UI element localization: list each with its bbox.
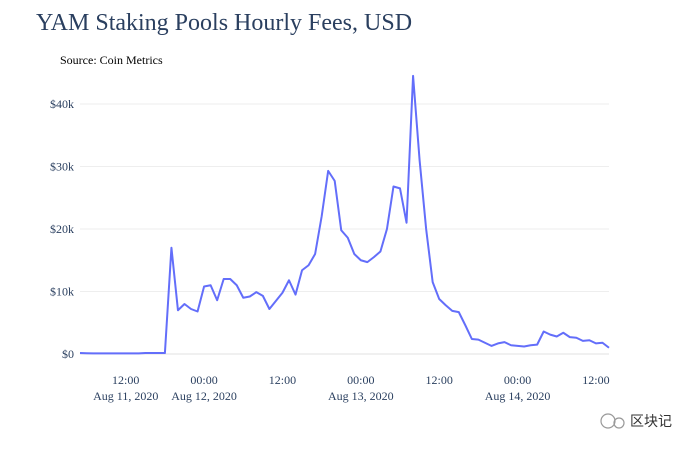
- y-tick-label: $10k: [50, 285, 74, 299]
- y-tick-label: $0: [62, 347, 74, 361]
- x-tick-label: 00:00: [504, 373, 531, 387]
- x-tick-date: Aug 12, 2020: [171, 389, 237, 403]
- x-tick-label: 00:00: [347, 373, 374, 387]
- x-tick-date: Aug 11, 2020: [93, 389, 158, 403]
- chart-title: YAM Staking Pools Hourly Fees, USD: [36, 10, 412, 36]
- x-tick-label: 12:00: [426, 373, 453, 387]
- x-tick-date: Aug 13, 2020: [328, 389, 394, 403]
- x-tick-date: Aug 14, 2020: [485, 389, 551, 403]
- x-tick-label: 00:00: [190, 373, 217, 387]
- y-tick-label: $40k: [50, 97, 74, 111]
- watermark-icon: [600, 413, 625, 429]
- x-tick-label: 12:00: [269, 373, 296, 387]
- y-tick-label: $30k: [50, 160, 74, 174]
- data-line: [79, 74, 610, 355]
- x-tick-label: 12:00: [582, 373, 609, 387]
- y-tick-label: $20k: [50, 222, 74, 236]
- x-tick-label: 12:00: [112, 373, 139, 387]
- watermark: 区块记: [630, 414, 672, 430]
- source-note: Source: Coin Metrics: [60, 53, 163, 67]
